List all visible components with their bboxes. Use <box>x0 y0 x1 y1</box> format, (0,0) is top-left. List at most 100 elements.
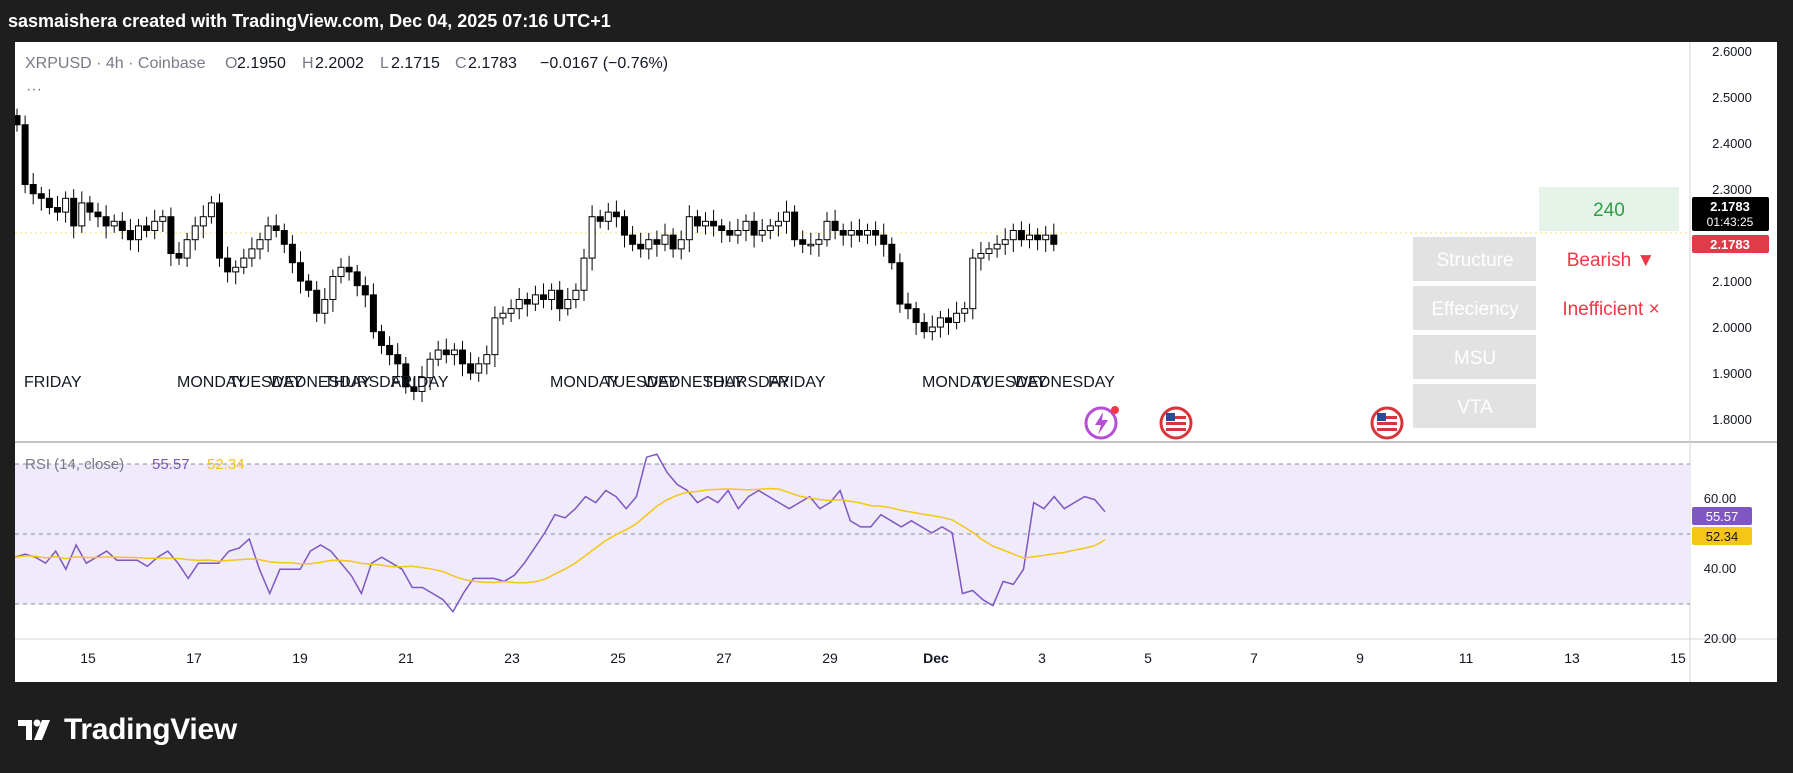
candle-body <box>29 184 37 195</box>
day-label: THURSDAY <box>324 374 411 391</box>
last-price-text: 2.1783 <box>1710 199 1750 214</box>
rsi-line <box>14 453 1106 614</box>
time-axis-tick: Dec <box>923 650 949 666</box>
last-price-badge <box>1692 197 1769 231</box>
candle-body <box>143 225 151 232</box>
candle-body <box>13 115 21 126</box>
symbol-label[interactable]: XRPUSD · 4h · Coinbase <box>25 55 206 72</box>
close-value: 2.1783 <box>468 55 517 72</box>
candle-body <box>167 216 175 254</box>
candle-body <box>847 230 855 236</box>
candle-body <box>410 386 418 392</box>
tradingview-logo[interactable]: TradingView <box>18 710 237 750</box>
candle-body <box>264 225 272 241</box>
candle-body <box>540 294 547 300</box>
candle-body <box>361 285 369 296</box>
candle-body <box>240 257 248 268</box>
candle-body <box>62 197 70 213</box>
rsi-ma-value-legend: 52.34 <box>207 456 245 473</box>
candle-body <box>928 326 936 333</box>
day-label: TUESDAY <box>973 374 1048 391</box>
candle-body <box>94 211 102 218</box>
us-flag-event-icon[interactable] <box>1159 406 1193 440</box>
candle-body <box>1050 234 1058 245</box>
candle-body <box>321 298 329 314</box>
price-axis-tick: 2.4000 <box>1712 136 1752 151</box>
candle-body <box>1026 234 1033 241</box>
candle-body <box>353 271 361 287</box>
candle-body <box>831 220 839 232</box>
chart-canvas[interactable]: 2.6000 2.5000 2.4000 2.3000 2.1000 2.0000 1.90… <box>13 42 1777 682</box>
close-label: C <box>455 55 467 72</box>
candle-body <box>191 225 199 241</box>
us-flag-event-icon[interactable] <box>1370 406 1404 440</box>
candle-body <box>604 211 612 222</box>
candle-body <box>110 220 118 227</box>
low-label: L <box>380 55 389 72</box>
candle-body <box>216 202 223 259</box>
structure-value: Bearish ▼ <box>1567 250 1656 271</box>
candle-body <box>977 252 985 259</box>
time-axis-tick: 17 <box>186 650 202 666</box>
time-axis-tick: 23 <box>504 650 520 666</box>
efficiency-label: Effeciency <box>1431 299 1519 320</box>
candle-body <box>693 216 701 227</box>
candle-body <box>337 266 345 277</box>
candle-body <box>839 230 847 236</box>
time-axis-tick: 5 <box>1144 650 1152 666</box>
candle-body <box>272 225 280 232</box>
tradingview-logo-text: TradingView <box>64 713 237 746</box>
candle-body <box>369 294 377 333</box>
efficiency-box <box>1413 286 1536 330</box>
candle-body <box>313 289 321 314</box>
structure-box <box>1413 237 1536 281</box>
candle-body <box>442 349 450 356</box>
candle-body <box>386 344 394 356</box>
chart-frame: 2.6000 2.5000 2.4000 2.3000 2.1000 2.0000 1.90… <box>13 42 1777 682</box>
candle-body <box>248 248 256 259</box>
candle-body <box>985 248 993 254</box>
candle-body <box>37 193 45 199</box>
day-label: TUESDAY <box>604 374 679 391</box>
candle-body <box>1009 230 1017 241</box>
candle-body <box>726 230 734 236</box>
candle-body <box>475 363 483 374</box>
candle-body <box>54 207 61 213</box>
rsi-value-badge <box>1692 507 1752 525</box>
price-axis-tick: 2.0000 <box>1712 320 1752 335</box>
lightning-event-icon[interactable] <box>1084 406 1119 440</box>
indicator-value-text: 240 <box>1593 200 1625 221</box>
high-label: H <box>302 55 314 72</box>
candle-body <box>588 216 596 259</box>
candle-body <box>685 216 693 241</box>
tradingview-logo-icon <box>18 719 50 740</box>
price-axis-tick: 1.8000 <box>1712 412 1752 427</box>
candle-body <box>1042 234 1050 241</box>
rsi-title[interactable]: RSI (14, close) <box>25 456 124 473</box>
day-label: WEDNESDAY <box>643 374 745 391</box>
candle-body <box>564 298 572 310</box>
candle-body <box>864 230 871 236</box>
candle-body <box>621 216 628 236</box>
rsi-value-badge-text: 55.57 <box>1706 509 1739 524</box>
time-axis-tick: 19 <box>292 650 308 666</box>
candle-body <box>175 252 183 259</box>
candle-body <box>710 220 718 227</box>
candle-body <box>880 234 888 245</box>
candle-body <box>596 216 604 222</box>
candle-body <box>791 211 799 241</box>
more-icon[interactable]: ··· <box>26 81 42 98</box>
attribution-text: sasmaishera created with TradingView.com… <box>8 11 611 31</box>
candle-body <box>904 303 912 310</box>
candle-body <box>783 211 790 222</box>
candle-body <box>507 308 515 314</box>
rsi-tick-20: 20.00 <box>1704 631 1737 646</box>
price-axis-tick: 2.3000 <box>1712 182 1752 197</box>
candle-body <box>345 266 353 273</box>
day-label: THURSDAY <box>703 374 790 391</box>
candle-body <box>394 354 402 365</box>
candle-body <box>556 289 564 310</box>
candle-body <box>467 363 475 374</box>
candle-body <box>653 239 661 245</box>
vta-label: VTA <box>1457 397 1493 418</box>
